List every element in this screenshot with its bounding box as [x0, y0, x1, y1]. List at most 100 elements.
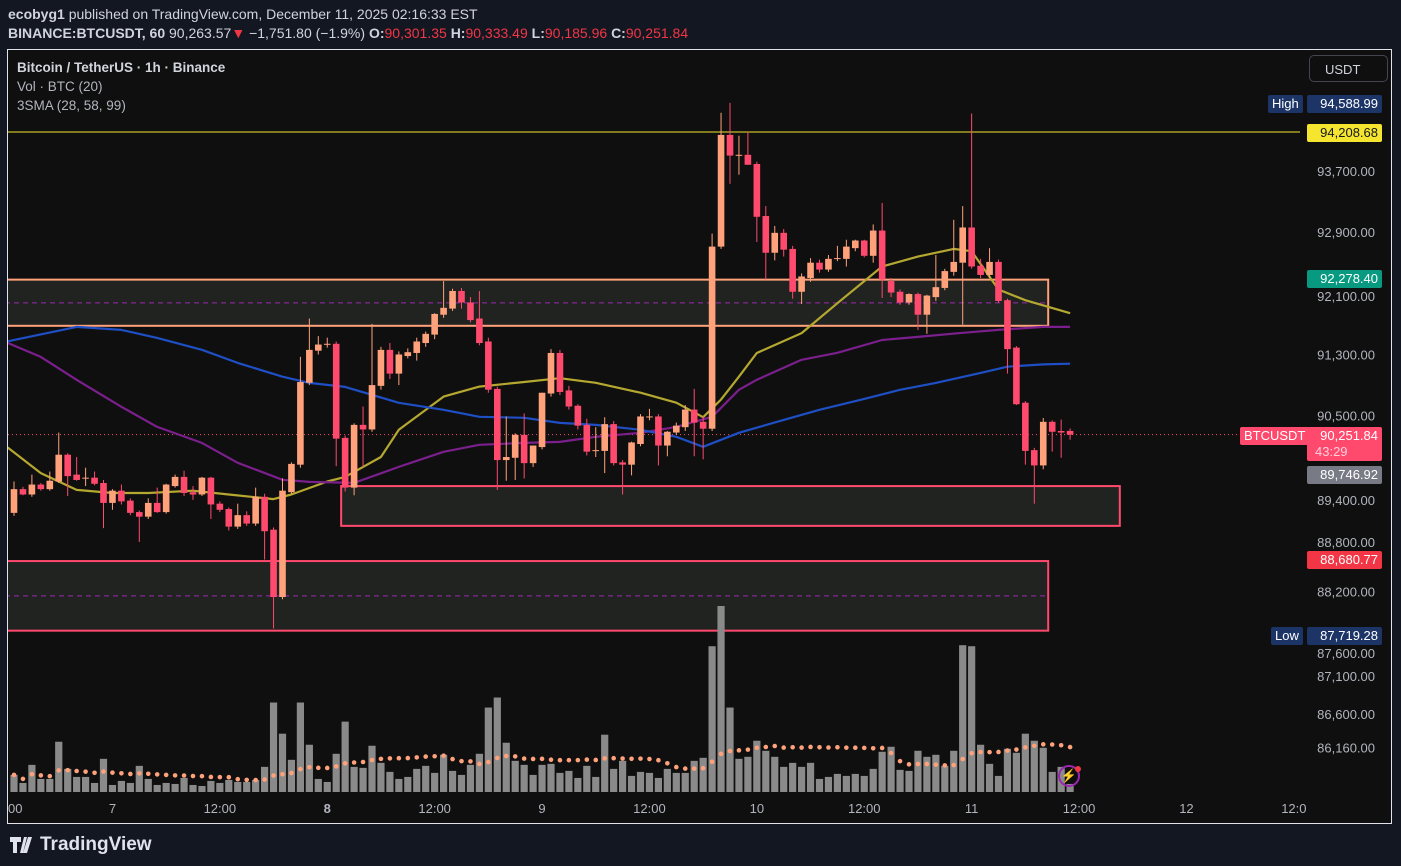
volume-bars	[10, 606, 1074, 792]
volume-bar	[744, 756, 752, 792]
candle-bear	[467, 302, 474, 321]
candle-bear	[887, 281, 895, 293]
legend-sma[interactable]: 3SMA (28, 58, 99)	[17, 98, 126, 113]
zones	[8, 131, 1300, 632]
volume-bar	[771, 756, 779, 792]
volume-bar	[708, 646, 716, 792]
volume-ma-dot	[835, 745, 840, 750]
currency-button[interactable]: USDT	[1309, 55, 1388, 82]
volume-bar	[977, 744, 985, 792]
last-price: 90,263.57	[169, 25, 232, 41]
triangle-down-icon: ▼	[231, 25, 246, 41]
volume-ma-dot	[566, 757, 572, 763]
chart-panel[interactable]	[7, 49, 1392, 824]
volume-ma-dot	[611, 755, 616, 761]
volume-bar	[502, 742, 510, 792]
time-tick-label: 7	[109, 801, 116, 816]
candle-bear	[574, 405, 582, 426]
volume-ma-dot	[745, 747, 751, 752]
footer-brand[interactable]: TradingView	[10, 834, 152, 856]
volume-bar	[466, 764, 475, 792]
symbol-tag: BTCUSDT	[1240, 427, 1310, 445]
time-tick-label: 9	[538, 801, 545, 816]
symbol-info: BINANCE:BTCUSDT, 60 90,263.57▼ −1,751.80…	[8, 25, 688, 41]
volume-bar	[207, 780, 215, 792]
volume-ma-dot	[638, 756, 643, 761]
volume-bar	[162, 782, 170, 792]
candle-bull	[46, 480, 54, 490]
candle-bull	[807, 262, 814, 278]
candle-bear	[690, 409, 698, 423]
low-tag-label: Low	[1271, 627, 1303, 645]
time-tick-label: 12:00	[848, 801, 881, 816]
volume-ma-dot	[674, 764, 679, 770]
time-tick-label: 12	[1179, 801, 1193, 816]
volume-bar	[108, 784, 117, 792]
candle-bull	[323, 343, 331, 345]
volume-bar	[645, 772, 654, 792]
volume-ma-dot	[539, 756, 545, 762]
candle-bear	[1057, 430, 1065, 433]
time-tick-label: 12:00	[418, 801, 451, 816]
lightning-bolt-icon[interactable]: ⚡	[1058, 765, 1080, 787]
volume-bar	[73, 776, 81, 792]
candle-bear	[118, 490, 125, 502]
volume-ma-dot	[933, 762, 939, 767]
volume-bar	[672, 772, 680, 792]
candle-bear	[995, 261, 1002, 301]
volume-bar	[10, 774, 18, 792]
candle-bull	[923, 295, 931, 315]
candle-bull	[905, 294, 913, 303]
volume-bar	[806, 762, 815, 792]
volume-bar	[968, 646, 976, 792]
volume-bar	[878, 751, 886, 792]
candle-bear	[556, 352, 564, 392]
volume-bar	[994, 775, 1003, 792]
candle-bull	[950, 261, 958, 272]
volume-bar	[234, 781, 242, 792]
volume-bar	[350, 766, 358, 792]
volume-ma-dot	[119, 770, 124, 776]
candle-bear	[127, 500, 134, 513]
volume-bar	[198, 785, 206, 792]
volume-bar	[243, 781, 251, 792]
legend-title[interactable]: Bitcoin / TetherUS · 1h · Binance	[17, 60, 226, 75]
volume-ma-dot	[101, 769, 106, 774]
volume-ma-dot	[459, 758, 464, 764]
candle-bull	[109, 490, 116, 503]
volume-ma-dot	[861, 745, 867, 751]
volume-ma-dot	[181, 773, 187, 778]
price-tick-label: 93,700.00	[1317, 164, 1375, 179]
volume-bar	[583, 765, 591, 792]
candle-bear	[494, 388, 501, 461]
volume-ma-dot	[951, 762, 957, 768]
time-tick-label: 11	[965, 801, 979, 816]
candles	[10, 102, 1074, 629]
volume-bar	[681, 772, 689, 792]
candle-countdown: 43:29	[1315, 444, 1348, 459]
volume-ma-dot	[906, 762, 912, 767]
candle-bear	[1013, 347, 1020, 405]
time-tick-label: 00	[8, 801, 22, 816]
tradingview-logo-icon	[10, 837, 32, 853]
volume-ma-dot	[316, 765, 321, 771]
volume-ma-dot	[65, 767, 70, 773]
volume-ma-dot	[575, 757, 581, 763]
volume-ma-dot	[512, 754, 518, 759]
volume-bar	[448, 770, 457, 792]
candle-bear	[860, 240, 868, 256]
volume-ma-dot	[137, 771, 142, 776]
author-name[interactable]: ecobyg1	[8, 6, 65, 22]
candle-bear	[359, 424, 367, 430]
notification-dot	[1075, 766, 1081, 772]
legend-volume[interactable]: Vol · BTC (20)	[17, 79, 103, 94]
support-tag: 89,746.92	[1307, 466, 1382, 484]
candle-bull	[941, 271, 949, 288]
price-tick-label: 91,300.00	[1317, 347, 1375, 362]
candle-bear	[699, 421, 707, 429]
volume-bar	[950, 750, 958, 792]
volume-ma-dot	[342, 761, 348, 766]
candle-bull	[834, 258, 841, 260]
candle-bull	[628, 442, 635, 465]
